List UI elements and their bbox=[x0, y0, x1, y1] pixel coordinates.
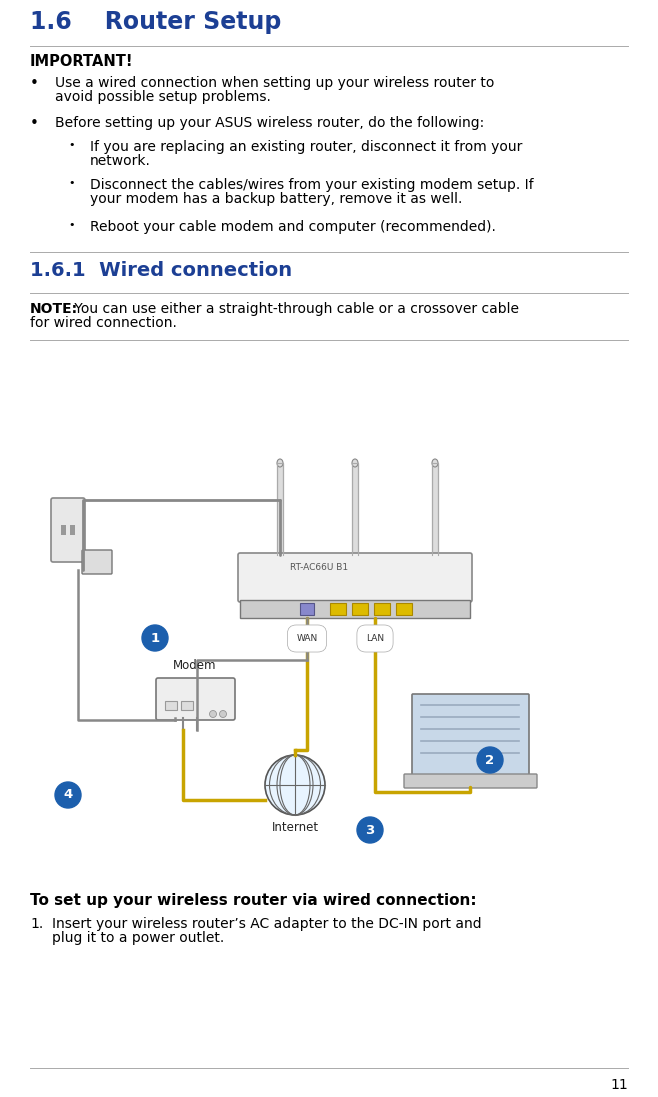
Bar bbox=[330, 603, 346, 615]
Text: Use a wired connection when setting up your wireless router to: Use a wired connection when setting up y… bbox=[55, 76, 494, 90]
Bar bbox=[352, 603, 368, 615]
Circle shape bbox=[209, 711, 216, 717]
Text: •: • bbox=[68, 178, 74, 188]
FancyBboxPatch shape bbox=[82, 550, 112, 574]
Text: You can use either a straight-through cable or a crossover cable: You can use either a straight-through ca… bbox=[70, 302, 519, 316]
Text: NOTE:: NOTE: bbox=[30, 302, 78, 316]
Ellipse shape bbox=[432, 459, 438, 467]
FancyBboxPatch shape bbox=[238, 553, 472, 602]
Text: Before setting up your ASUS wireless router, do the following:: Before setting up your ASUS wireless rou… bbox=[55, 116, 484, 131]
Bar bbox=[396, 603, 412, 615]
Text: Insert your wireless router’s AC adapter to the DC-IN port and: Insert your wireless router’s AC adapter… bbox=[52, 917, 482, 931]
Bar bbox=[181, 701, 193, 710]
Text: 3: 3 bbox=[365, 824, 374, 837]
Text: 1.6    Router Setup: 1.6 Router Setup bbox=[30, 10, 282, 34]
Ellipse shape bbox=[352, 459, 358, 467]
Bar bbox=[352, 463, 358, 555]
Text: 11: 11 bbox=[610, 1078, 628, 1092]
Text: If you are replacing an existing router, disconnect it from your: If you are replacing an existing router,… bbox=[90, 140, 522, 154]
Text: LAN: LAN bbox=[366, 634, 384, 643]
Text: •: • bbox=[30, 76, 39, 91]
Text: •: • bbox=[68, 220, 74, 230]
Text: Disconnect the cables/wires from your existing modem setup. If: Disconnect the cables/wires from your ex… bbox=[90, 178, 534, 192]
Bar bbox=[165, 701, 177, 710]
Text: Internet: Internet bbox=[272, 821, 318, 834]
FancyBboxPatch shape bbox=[404, 774, 537, 788]
Bar bbox=[374, 603, 390, 615]
Text: •: • bbox=[68, 140, 74, 150]
Text: WAN: WAN bbox=[296, 634, 318, 643]
Ellipse shape bbox=[277, 459, 283, 467]
Bar bbox=[300, 603, 314, 615]
Text: •: • bbox=[30, 116, 39, 131]
Text: 1.: 1. bbox=[30, 917, 43, 931]
Circle shape bbox=[477, 747, 503, 773]
Text: 2: 2 bbox=[486, 754, 495, 767]
Text: IMPORTANT!: IMPORTANT! bbox=[30, 54, 134, 69]
Text: To set up your wireless router via wired connection:: To set up your wireless router via wired… bbox=[30, 893, 476, 908]
Text: 1: 1 bbox=[151, 632, 159, 645]
FancyBboxPatch shape bbox=[156, 678, 235, 720]
Circle shape bbox=[142, 625, 168, 651]
Text: Modem: Modem bbox=[173, 659, 216, 672]
Circle shape bbox=[265, 755, 325, 815]
FancyBboxPatch shape bbox=[412, 694, 529, 776]
Text: your modem has a backup battery, remove it as well.: your modem has a backup battery, remove … bbox=[90, 192, 463, 206]
Text: network.: network. bbox=[90, 154, 151, 168]
Text: avoid possible setup problems.: avoid possible setup problems. bbox=[55, 90, 271, 104]
Text: plug it to a power outlet.: plug it to a power outlet. bbox=[52, 931, 224, 945]
Text: 4: 4 bbox=[63, 789, 72, 802]
Circle shape bbox=[55, 782, 81, 808]
Bar bbox=[240, 600, 470, 618]
Bar bbox=[70, 525, 75, 535]
Text: for wired connection.: for wired connection. bbox=[30, 316, 177, 330]
Bar bbox=[61, 525, 66, 535]
FancyBboxPatch shape bbox=[51, 498, 85, 562]
Bar bbox=[432, 463, 438, 555]
Text: RT-AC66U B1: RT-AC66U B1 bbox=[290, 563, 348, 572]
Circle shape bbox=[220, 711, 226, 717]
Text: Reboot your cable modem and computer (recommended).: Reboot your cable modem and computer (re… bbox=[90, 220, 496, 234]
Circle shape bbox=[357, 817, 383, 842]
Bar bbox=[277, 463, 283, 555]
Text: 1.6.1  Wired connection: 1.6.1 Wired connection bbox=[30, 261, 292, 280]
